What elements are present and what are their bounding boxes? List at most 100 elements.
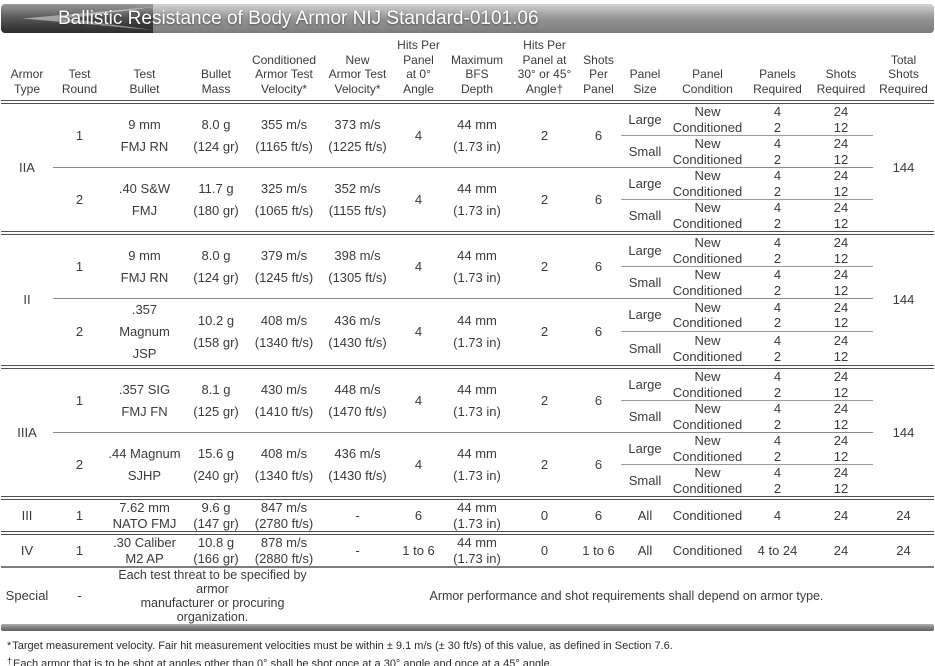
column-header-hits-30-45: Hits Per Panel at 30° or 45° Angle†: [513, 38, 576, 104]
page-title: Ballistic Resistance of Body Armor NIJ S…: [58, 8, 539, 29]
column-header-shots-per-panel: Shots Per Panel: [576, 38, 621, 104]
hits-at-30-45-angle: 0: [513, 533, 576, 568]
panel-size: Large: [621, 167, 669, 200]
hits-at-0-angle: 4: [396, 102, 441, 168]
panel-condition: New Conditioned: [669, 266, 746, 299]
shots-required: 24 12: [809, 367, 873, 401]
bullet-mass: 11.7 g (180 gr): [183, 167, 249, 235]
test-round: 2: [53, 167, 106, 235]
row-special: Special - Each test threat to be specified…: [1, 567, 934, 624]
special-performance-note: Armor performance and shot requirements …: [429, 589, 824, 603]
conditioned-velocity: 408 m/s (1340 ft/s): [249, 432, 319, 500]
panel-size: Small: [621, 266, 669, 299]
shots-required: 24 12: [809, 135, 873, 168]
column-header-shots-required: Shots Required: [809, 38, 873, 104]
hits-at-0-angle: 4: [396, 167, 441, 235]
column-header-panel-condition: Panel Condition: [669, 38, 746, 104]
shots-per-panel: 6: [576, 167, 621, 235]
shots-required: 24 12: [809, 167, 873, 200]
max-bfs-depth: 44 mm (1.73 in): [441, 432, 513, 500]
new-velocity: 436 m/s (1430 ft/s): [319, 432, 396, 500]
row-II-round2-large: 2.357 Magnum JSP 10.2 g (158 gr) 408 m/s (134…: [1, 298, 934, 369]
conditioned-velocity: 325 m/s (1065 ft/s): [249, 167, 319, 235]
bullet-mass: 10.8 g (166 gr): [183, 533, 249, 568]
row-IV: IV 1.30 Caliber M2 AP 10.8 g (166 gr) 878 m/s…: [1, 533, 934, 568]
bullet-mass: 8.0 g (124 gr): [183, 233, 249, 299]
panel-condition: New Conditioned: [669, 135, 746, 168]
panel-condition: Conditioned: [669, 533, 746, 568]
shots-required: 24 12: [809, 266, 873, 299]
bullet-mass: 15.6 g (240 gr): [183, 432, 249, 500]
test-bullet: .30 Caliber M2 AP: [106, 533, 183, 568]
shots-per-panel: 6: [576, 367, 621, 433]
special-threat-note: Each test threat to be specified by armo…: [118, 568, 307, 624]
dagger-marker: †: [7, 656, 13, 666]
test-bullet: .357 SIG FMJ FN: [106, 367, 183, 433]
total-shots-required: 144: [873, 367, 934, 500]
row-IIA-round2-large: 2.40 S&W FMJ 11.7 g (180 gr) 325 m/s (1065 ft…: [1, 167, 934, 235]
shots-required: 24 12: [809, 464, 873, 500]
panel-size: Large: [621, 233, 669, 267]
ballistic-resistance-table: Armor Type Test Round Test Bullet Bullet Ma…: [1, 38, 934, 624]
hits-at-30-45-angle: 2: [513, 167, 576, 235]
hits-at-0-angle: 1 to 6: [396, 533, 441, 568]
test-bullet: .357 Magnum JSP: [106, 298, 183, 369]
bullet-mass: 9.6 g (147 gr): [183, 498, 249, 535]
panel-condition: New Conditioned: [669, 298, 746, 333]
max-bfs-depth: 44 mm (1.73 in): [441, 233, 513, 299]
max-bfs-depth: 44 mm (1.73 in): [441, 167, 513, 235]
armor-type: IV: [1, 533, 53, 568]
hits-at-0-angle: 4: [396, 298, 441, 369]
column-header-test-round: Test Round: [53, 38, 106, 104]
column-header-new-velocity: New Armor Test Velocity*: [319, 38, 396, 104]
test-round: 1: [53, 102, 106, 168]
armor-type: III: [1, 498, 53, 535]
shots-required: 24 12: [809, 298, 873, 333]
hits-at-0-angle: 6: [396, 498, 441, 535]
row-III: III 1 7.62 mm NATO FMJ 9.6 g (147 gr) 847 m/s(…: [1, 498, 934, 535]
max-bfs-depth: 44 mm (1.73 in): [441, 498, 513, 535]
test-bullet: .40 S&W FMJ: [106, 167, 183, 235]
max-bfs-depth: 44 mm (1.73 in): [441, 298, 513, 369]
armor-type: Special: [5, 588, 49, 604]
panel-condition: New Conditioned: [669, 464, 746, 500]
new-velocity: -: [319, 498, 396, 535]
footnote-velocity-text: Target measurement velocity. Fair hit me…: [12, 640, 673, 652]
column-header-panels-required: Panels Required: [746, 38, 809, 104]
test-bullet: .44 Magnum SJHP: [106, 432, 183, 500]
panel-size: Large: [621, 432, 669, 465]
shots-required: 24 12: [809, 432, 873, 465]
column-header-bullet-mass: Bullet Mass: [183, 38, 249, 104]
new-velocity: 373 m/s (1225 ft/s): [319, 102, 396, 168]
hits-at-30-45-angle: 2: [513, 102, 576, 168]
column-header-hits-0: Hits Per Panel at 0° Angle: [396, 38, 441, 104]
new-velocity: 352 m/s (1155 ft/s): [319, 167, 396, 235]
panel-condition: New Conditioned: [669, 102, 746, 136]
row-IIIA-round2-small: Small New Conditioned 4 2 24 12: [1, 464, 934, 500]
panel-condition: New Conditioned: [669, 367, 746, 401]
armor-type: IIA: [1, 102, 53, 235]
shots-per-panel: 6: [576, 432, 621, 500]
armor-type: II: [1, 233, 53, 369]
shots-required: 24: [809, 533, 873, 568]
panel-condition: New Conditioned: [669, 400, 746, 433]
panel-size: Small: [621, 199, 669, 235]
max-bfs-depth: 44 mm (1.73 in): [441, 533, 513, 568]
shots-per-panel: 1 to 6: [576, 533, 621, 568]
test-round: 2: [53, 432, 106, 500]
new-velocity: -: [319, 533, 396, 568]
test-round: 1: [53, 498, 106, 535]
panel-size: Small: [621, 331, 669, 370]
panel-size: Small: [621, 135, 669, 168]
max-bfs-depth: 44 mm (1.73 in): [441, 367, 513, 433]
table-bottom-rule: [1, 624, 934, 631]
hits-at-0-angle: 4: [396, 432, 441, 500]
bullet-mass: 10.2 g (158 gr): [183, 298, 249, 369]
